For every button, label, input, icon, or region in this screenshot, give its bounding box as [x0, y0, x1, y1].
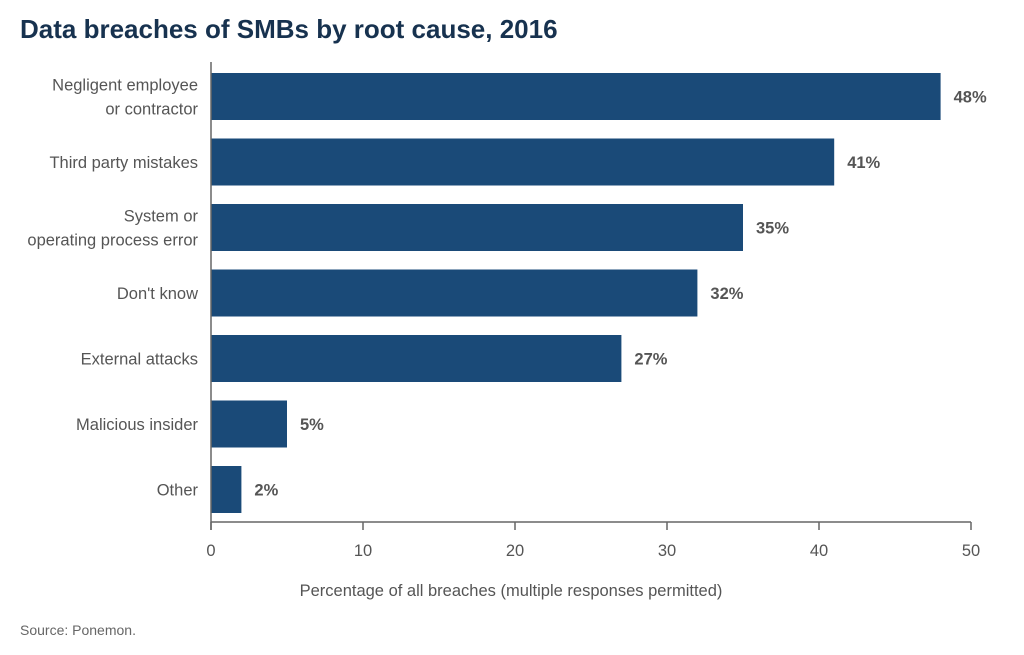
bar — [211, 73, 941, 120]
category-label: Other — [157, 482, 199, 500]
bar — [211, 466, 242, 513]
value-label: 5% — [300, 416, 324, 434]
bar — [211, 204, 743, 251]
bar — [211, 269, 698, 317]
x-tick-label: 50 — [962, 542, 980, 560]
chart-title: Data breaches of SMBs by root cause, 201… — [20, 14, 558, 44]
x-axis-title: Percentage of all breaches (multiple res… — [300, 582, 723, 600]
bar — [211, 400, 287, 448]
source-note: Source: Ponemon. — [20, 622, 136, 638]
value-label: 27% — [634, 351, 667, 369]
category-label: Third party mistakes — [49, 154, 198, 172]
value-label: 35% — [756, 220, 789, 238]
x-tick-label: 30 — [658, 542, 676, 560]
value-label: 32% — [710, 285, 743, 303]
x-tick-label: 20 — [506, 542, 524, 560]
category-label: System or — [124, 208, 199, 226]
x-tick-label: 40 — [810, 542, 828, 560]
category-label: Malicious insider — [76, 416, 198, 434]
x-tick-label: 0 — [206, 542, 215, 560]
bar — [211, 138, 835, 186]
value-label: 41% — [847, 154, 880, 172]
category-label: Don't know — [117, 285, 198, 303]
category-label: or contractor — [105, 101, 198, 119]
category-label: External attacks — [81, 351, 198, 369]
x-tick-label: 10 — [354, 542, 372, 560]
category-label: Negligent employee — [52, 77, 198, 95]
category-label: operating process error — [27, 232, 198, 250]
value-label: 48% — [954, 89, 987, 107]
value-label: 2% — [254, 482, 278, 500]
bar — [211, 335, 622, 382]
